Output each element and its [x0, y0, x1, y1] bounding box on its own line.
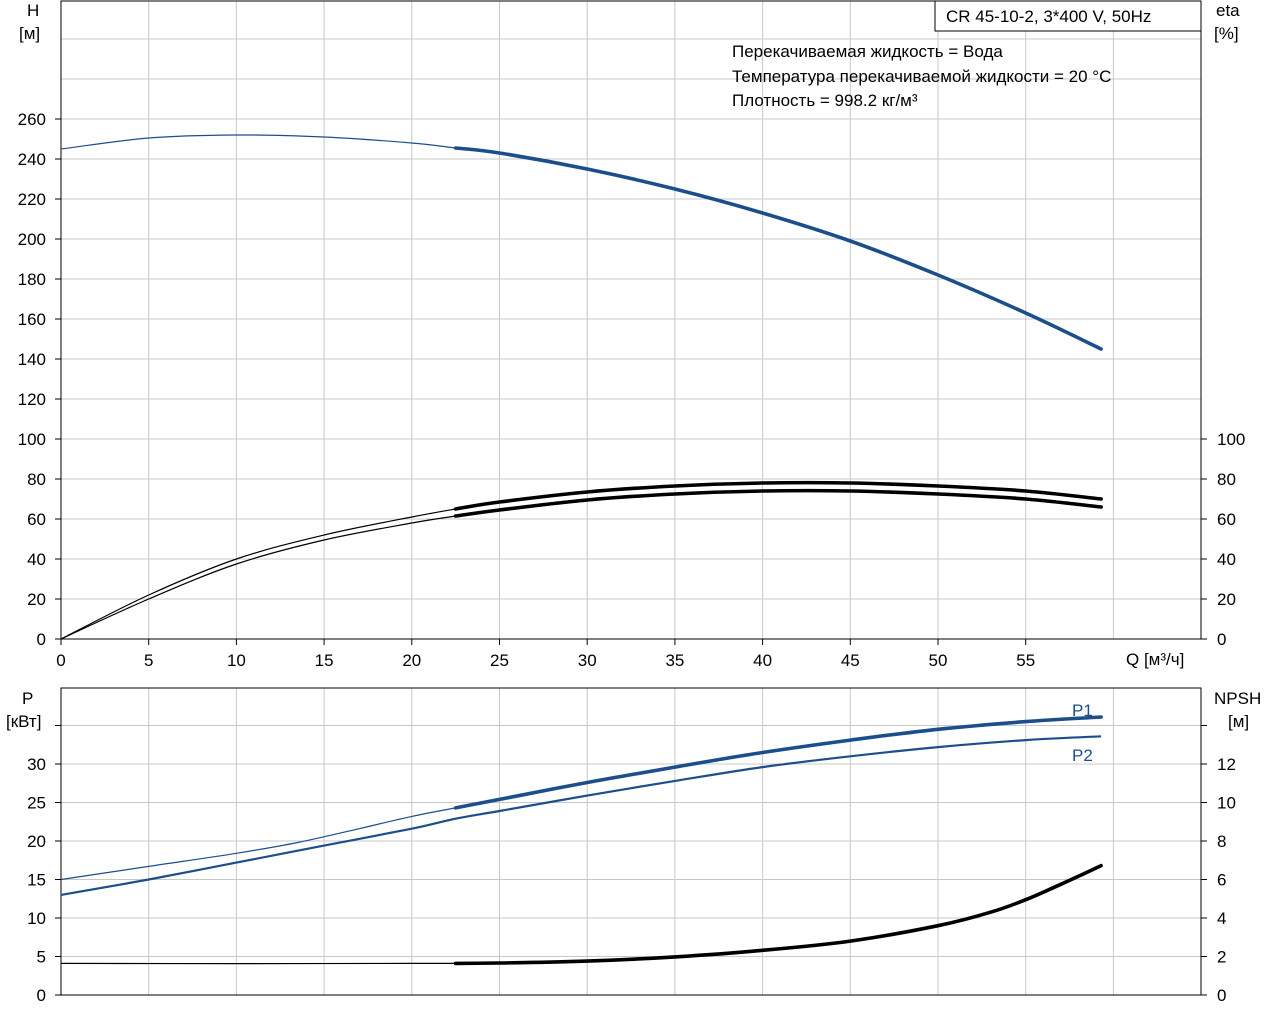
eta-curve-1-thin-segment — [60, 508, 456, 640]
series-label-p1: P1 — [1072, 701, 1093, 720]
eta-curve-1-heavy-segment — [453, 480, 1103, 511]
head-tick-label: 140 — [18, 350, 46, 369]
eta-tick-label: 60 — [1217, 510, 1236, 529]
x-tick-label: 10 — [227, 651, 246, 670]
power-tick-label: 10 — [27, 909, 46, 928]
npsh-tick-label: 8 — [1217, 832, 1226, 851]
bottom-chart-grid — [61, 688, 1201, 995]
x-tick-label: 55 — [1016, 651, 1035, 670]
head-tick-label: 120 — [18, 390, 46, 409]
top-chart-grid — [61, 1, 1201, 639]
x-tick-label: 35 — [665, 651, 684, 670]
head-tick-label: 220 — [18, 190, 46, 209]
top-chart-curves — [60, 134, 1103, 640]
power-tick-label: 15 — [27, 871, 46, 890]
power-axis-label: P — [22, 689, 33, 708]
eta-tick-label: 40 — [1217, 550, 1236, 569]
head-tick-label: 0 — [37, 630, 46, 649]
model-label: CR 45-10-2, 3*400 V, 50Hz — [946, 7, 1151, 26]
head-tick-label: 60 — [27, 510, 46, 529]
npsh-axis-label: NPSH — [1214, 689, 1261, 708]
head-curve-heavy-segment — [453, 146, 1103, 351]
npsh-curve-heavy-segment — [453, 863, 1103, 966]
power-tick-label: 20 — [27, 832, 46, 851]
power-unit-label: [кВт] — [6, 712, 41, 731]
head-tick-label: 100 — [18, 430, 46, 449]
model-label-box — [934, 0, 1202, 32]
npsh-tick-label: 12 — [1217, 755, 1236, 774]
top-chart-ticks: 0 5 10 15 20 25 30 35 40 45 50 55 0 20 40 60 80 100 120 140… — [18, 110, 1246, 670]
head-curve-thin-segment — [60, 134, 456, 150]
power-tick-label: 5 — [37, 948, 46, 967]
info-line-liquid: Перекачиваемая жидкость = Вода — [732, 42, 1003, 61]
eta-tick-label: 100 — [1217, 430, 1245, 449]
p1-curve-thin-segment — [60, 807, 456, 881]
x-tick-label: 5 — [144, 651, 153, 670]
eta-tick-label: 20 — [1217, 590, 1236, 609]
x-tick-label: 20 — [402, 651, 421, 670]
p2-curve-line — [60, 735, 1102, 896]
p1-curve-heavy-segment — [453, 715, 1103, 810]
info-line-temperature: Температура перекачиваемой жидкости = 20… — [732, 67, 1111, 86]
power-tick-label: 30 — [27, 755, 46, 774]
x-tick-label: 45 — [841, 651, 860, 670]
power-tick-label: 25 — [27, 794, 46, 813]
flow-axis-label: Q [м³/ч] — [1126, 650, 1184, 669]
x-tick-label: 0 — [56, 651, 65, 670]
npsh-tick-label: 6 — [1217, 871, 1226, 890]
eta-tick-label: 0 — [1217, 630, 1226, 649]
npsh-tick-label: 10 — [1217, 794, 1236, 813]
head-tick-label: 40 — [27, 550, 46, 569]
bottom-chart-ticks: 0 5 10 15 20 25 30 0 2 4 6 8 10 12 — [27, 725, 1236, 1005]
x-tick-label: 25 — [490, 651, 509, 670]
eta-curve-2-heavy-segment — [453, 488, 1103, 518]
head-tick-label: 160 — [18, 310, 46, 329]
eta-axis-label: eta — [1216, 1, 1240, 20]
x-tick-label: 30 — [578, 651, 597, 670]
npsh-tick-label: 4 — [1217, 909, 1226, 928]
head-tick-label: 240 — [18, 150, 46, 169]
eta-unit-label: [%] — [1214, 24, 1239, 43]
x-tick-label: 50 — [929, 651, 948, 670]
eta-curve-2-thin-segment — [60, 515, 456, 640]
npsh-tick-label: 0 — [1217, 986, 1226, 1005]
x-tick-label: 40 — [753, 651, 772, 670]
x-tick-label: 15 — [315, 651, 334, 670]
head-axis-label: H — [27, 1, 39, 20]
bottom-chart-curves — [60, 715, 1103, 966]
top-plot-frame — [60, 0, 1202, 640]
npsh-tick-label: 2 — [1217, 948, 1226, 967]
power-tick-label: 0 — [37, 986, 46, 1005]
head-tick-label: 200 — [18, 230, 46, 249]
head-tick-label: 260 — [18, 110, 46, 129]
series-label-p2: P2 — [1072, 746, 1093, 765]
head-tick-label: 80 — [27, 470, 46, 489]
npsh-unit-label: [м] — [1228, 712, 1249, 731]
info-line-density: Плотность = 998.2 кг/м³ — [732, 91, 918, 110]
head-unit-label: [м] — [19, 24, 40, 43]
eta-tick-label: 80 — [1217, 470, 1236, 489]
head-tick-label: 20 — [27, 590, 46, 609]
head-tick-label: 180 — [18, 270, 46, 289]
